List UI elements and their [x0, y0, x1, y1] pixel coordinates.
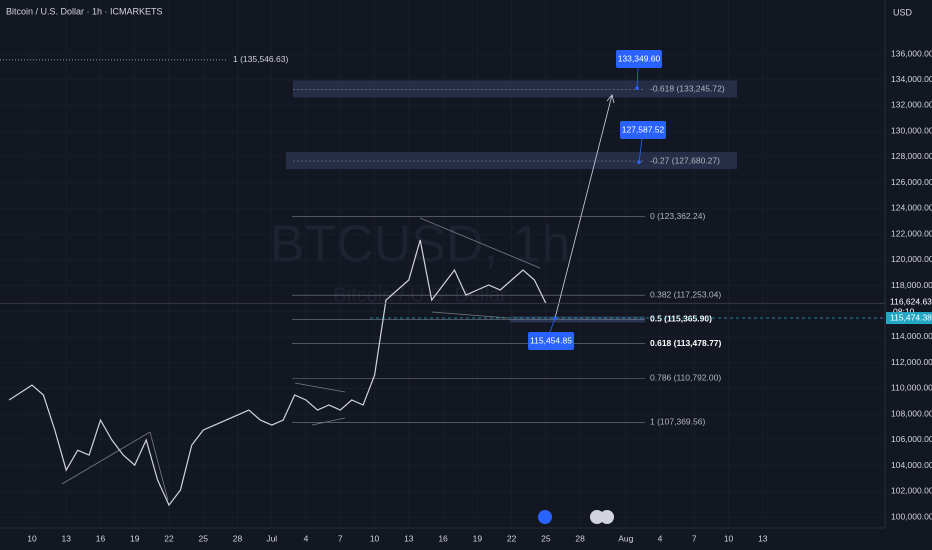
y-tick-label: 126,000.00: [891, 177, 932, 187]
x-tick-label: 19: [130, 533, 140, 543]
fib-label: 1 (107,369.56): [650, 417, 705, 427]
marker-price-tag: [886, 312, 932, 325]
y-tick-label: 120,000.00: [891, 254, 932, 264]
pattern-line: [419, 217, 541, 269]
x-tick-label: 16: [96, 533, 106, 543]
x-tick-label: 7: [338, 533, 343, 543]
countdown-label: 08:10: [893, 306, 915, 316]
callout-box: [528, 332, 574, 350]
callout-label: 127,587.52: [622, 124, 665, 134]
projection-arrow: [554, 94, 613, 319]
fib-label: 0.786 (110,792.00): [650, 373, 721, 383]
callout-label: 115,454.85: [530, 335, 572, 345]
y-tick-label: 102,000.00: [891, 486, 932, 496]
y-tick-label: 104,000.00: [891, 460, 932, 470]
fib-label: 0.618 (113,478.77): [650, 338, 722, 348]
callout-point: [553, 316, 557, 321]
callout-label: 133,349.60: [618, 53, 661, 63]
pattern-line: [294, 382, 346, 393]
y-tick-label: 134,000.00: [891, 74, 932, 84]
price-line: [8, 239, 547, 507]
x-tick-label: 10: [724, 533, 734, 543]
fib-label: 0 (123,362.24): [650, 211, 705, 221]
y-tick-label: 128,000.00: [891, 151, 932, 161]
x-tick-label: 10: [370, 533, 380, 543]
y-tick-label: 112,000.00: [891, 357, 932, 367]
x-tick-label: 13: [758, 533, 768, 543]
callout-connector: [636, 67, 639, 89]
x-tick-label: Aug: [618, 533, 633, 543]
pattern-line: [311, 417, 346, 426]
x-tick-label: 4: [658, 533, 663, 543]
watermark-symbol: BTCUSD, 1h: [270, 216, 571, 274]
fib-label: -0.618 (133,245.72): [650, 84, 725, 94]
pattern-line: [431, 311, 509, 319]
x-tick-label: 25: [541, 533, 551, 543]
marker-price-label: 115,474.38: [890, 312, 932, 322]
plot: 1 (135,546.63) -0.618 (133,245.72) -0.27 (…: [0, 50, 885, 507]
event-icon[interactable]: [538, 510, 552, 524]
y-tick-label: 106,000.00: [891, 434, 932, 444]
x-tick-label: 13: [61, 533, 71, 543]
y-tick-label: 114,000.00: [891, 331, 932, 341]
x-tick-label: 22: [164, 533, 174, 543]
y-tick-label: 100,000.00: [891, 511, 932, 521]
y-tick-label: 124,000.00: [891, 203, 932, 213]
title: Bitcoin / U.S. Dollar · 1h · ICMARKETS: [6, 6, 163, 16]
x-tick-label: 16: [438, 533, 448, 543]
x-tick-label: 28: [233, 533, 243, 543]
x-tick-label: 10: [27, 533, 37, 543]
x-tick-label: 7: [692, 533, 697, 543]
callout-box: [620, 121, 666, 139]
callout-point: [637, 160, 641, 165]
y-tick-label: 132,000.00: [891, 100, 932, 110]
x-tick-label: 4: [304, 533, 309, 543]
y-tick-label: 108,000.00: [891, 408, 932, 418]
callout-box: [616, 50, 662, 68]
y-tick-label: 110,000.00: [891, 383, 932, 393]
last-price-label: 116,624.63: [890, 296, 932, 306]
event-icon[interactable]: [590, 510, 604, 524]
fib-label: 1 (135,546.63): [233, 54, 288, 64]
x-tick-label: 25: [199, 533, 209, 543]
callout-point: [635, 86, 639, 90]
arrow-head: [606, 94, 615, 104]
y-tick-label: 122,000.00: [891, 228, 932, 238]
y-tick-label: 118,000.00: [891, 280, 932, 290]
currency: USD: [893, 7, 913, 17]
x-tick-label: 28: [575, 533, 585, 543]
x-tick-label: 22: [507, 533, 517, 543]
x-tick-label: 19: [473, 533, 483, 543]
callout-connector: [549, 318, 556, 333]
y-tick-label: 136,000.00: [891, 48, 932, 58]
x-tick-label: 13: [404, 533, 414, 543]
target-zone: [293, 80, 737, 98]
target-zone: [286, 152, 737, 170]
fib-label: 0.382 (117,253.04): [650, 289, 721, 299]
callout-connector: [638, 138, 643, 163]
fib-label: -0.27 (127,680.27): [650, 155, 720, 165]
y-tick-label: 130,000.00: [891, 125, 932, 135]
event-icon[interactable]: [600, 510, 614, 524]
pattern-line: [61, 431, 151, 485]
pattern-line: [149, 431, 169, 501]
fib-label: 0.5 (115,365.90): [650, 314, 712, 324]
x-tick-label: Jul: [266, 533, 277, 543]
